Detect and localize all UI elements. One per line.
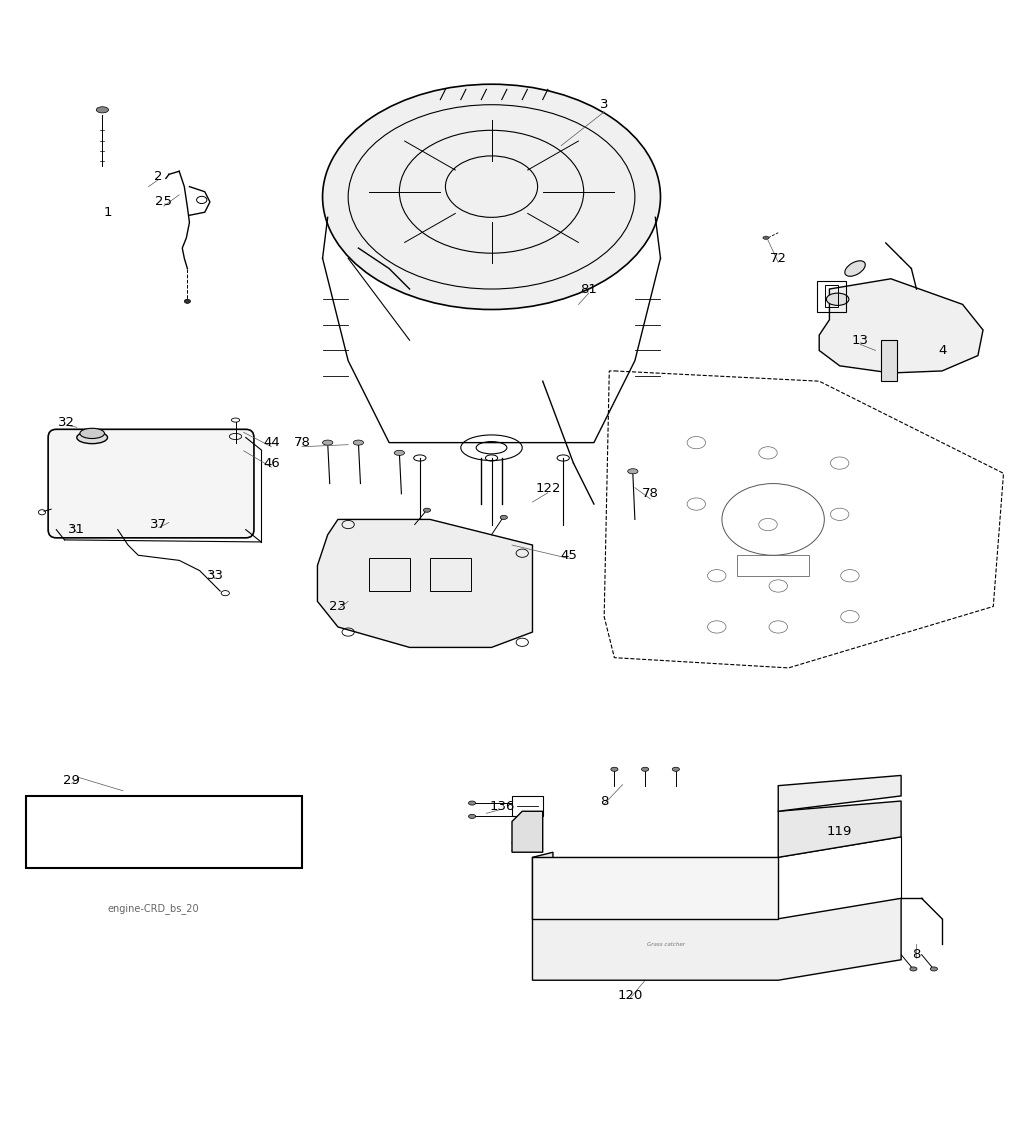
Ellipse shape <box>469 814 475 819</box>
Text: 32: 32 <box>58 415 75 429</box>
Ellipse shape <box>628 468 638 474</box>
Ellipse shape <box>673 767 680 771</box>
Polygon shape <box>778 776 901 811</box>
Text: 120: 120 <box>617 990 642 1002</box>
Polygon shape <box>317 519 532 647</box>
Bar <box>369 559 410 592</box>
Polygon shape <box>532 857 778 918</box>
Ellipse shape <box>845 261 865 276</box>
Ellipse shape <box>353 440 364 446</box>
Text: 29: 29 <box>63 774 80 787</box>
Ellipse shape <box>931 967 938 972</box>
Ellipse shape <box>394 450 404 456</box>
Polygon shape <box>778 801 901 857</box>
Ellipse shape <box>826 293 849 305</box>
Text: 8: 8 <box>600 794 608 808</box>
Ellipse shape <box>424 508 430 512</box>
Bar <box>430 559 471 592</box>
Ellipse shape <box>184 300 190 303</box>
Text: 8: 8 <box>912 948 921 961</box>
FancyBboxPatch shape <box>48 430 254 538</box>
Text: 45: 45 <box>560 549 577 562</box>
Text: OPTIONAL EQUIPMENT: OPTIONAL EQUIPMENT <box>75 810 253 823</box>
Polygon shape <box>819 278 983 373</box>
Text: 25: 25 <box>156 196 172 208</box>
Text: 4: 4 <box>938 344 946 357</box>
Text: 2: 2 <box>155 170 163 183</box>
Text: 122: 122 <box>536 482 560 495</box>
Ellipse shape <box>96 106 109 113</box>
Ellipse shape <box>77 431 108 443</box>
Polygon shape <box>532 898 901 981</box>
Text: 13: 13 <box>852 334 868 347</box>
Text: engine-CRD_bs_20: engine-CRD_bs_20 <box>108 903 199 914</box>
Text: 31: 31 <box>69 524 85 536</box>
Text: 78: 78 <box>642 487 658 500</box>
Bar <box>881 340 897 381</box>
Text: 44: 44 <box>263 437 280 449</box>
Bar <box>817 280 846 311</box>
Ellipse shape <box>323 84 660 310</box>
Text: 136: 136 <box>489 800 514 813</box>
Ellipse shape <box>610 767 617 771</box>
Ellipse shape <box>910 967 918 972</box>
Ellipse shape <box>641 767 649 771</box>
Ellipse shape <box>469 801 475 805</box>
Text: Grass catcher: Grass catcher <box>646 942 685 948</box>
Text: 119: 119 <box>827 826 852 838</box>
Text: 1: 1 <box>103 206 112 218</box>
Text: 81: 81 <box>581 283 597 295</box>
Bar <box>737 555 809 576</box>
Text: 23: 23 <box>330 599 346 613</box>
Polygon shape <box>512 811 543 853</box>
Text: 46: 46 <box>263 457 280 469</box>
Text: 3: 3 <box>600 98 608 111</box>
Polygon shape <box>532 853 553 918</box>
Bar <box>825 285 838 308</box>
Ellipse shape <box>323 440 333 446</box>
Ellipse shape <box>500 516 508 519</box>
Ellipse shape <box>763 236 769 240</box>
Text: 72: 72 <box>770 252 786 265</box>
Text: 33: 33 <box>207 569 223 582</box>
Text: 37: 37 <box>151 518 167 532</box>
Text: 78: 78 <box>294 437 310 449</box>
Text: 121: 121 <box>510 840 535 854</box>
Ellipse shape <box>80 429 104 439</box>
FancyBboxPatch shape <box>26 796 302 867</box>
Bar <box>512 796 543 817</box>
Text: Spark Arrester: Spark Arrester <box>113 838 215 851</box>
